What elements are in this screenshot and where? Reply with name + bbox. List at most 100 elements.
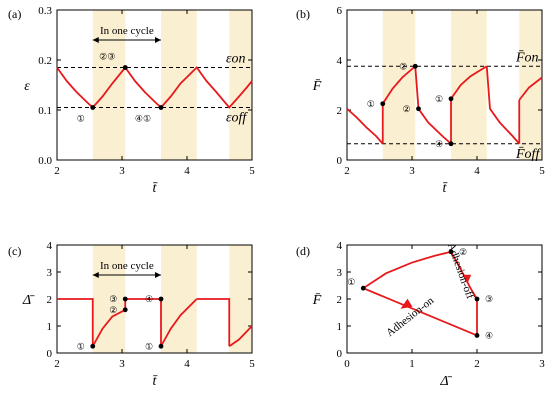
x-tick-label: 5	[539, 165, 545, 177]
y-tick-label: 4	[47, 240, 53, 252]
state-label: ④	[435, 139, 443, 149]
y-axis-label: Δ̄	[22, 293, 35, 308]
y-tick-label: 4	[337, 240, 343, 252]
axes-frame	[346, 9, 543, 161]
state-marker	[90, 343, 96, 349]
x-axis-label: t̄	[152, 374, 158, 389]
state-label: ①	[77, 341, 85, 351]
data-curve-segment	[228, 325, 253, 347]
x-axis-label: t̄	[442, 181, 448, 196]
threshold-label: F̄off	[515, 147, 541, 162]
cycle-label: In one cycle	[100, 260, 154, 272]
x-tick-label: 4	[474, 165, 480, 177]
y-tick-label: 3	[47, 267, 53, 279]
state-marker	[412, 63, 418, 69]
x-tick-label: 2	[54, 165, 60, 177]
state-label: ②	[459, 247, 467, 257]
data-curve-segment	[91, 309, 126, 347]
y-axis-label: F̄	[312, 293, 322, 308]
shaded-band	[519, 10, 542, 160]
threshold-label: εon	[226, 52, 246, 67]
direction-arrow	[400, 298, 413, 309]
cycle-label: In one cycle	[100, 25, 154, 37]
y-tick-label: 3	[337, 267, 343, 279]
state-label: ①	[367, 99, 375, 109]
state-label: ③	[485, 294, 493, 304]
panel-label: (d)	[296, 244, 310, 258]
threshold-label: F̄on	[515, 50, 539, 65]
state-label: ④	[145, 294, 153, 304]
state-label: ②	[399, 61, 407, 71]
cycle-arrow-right	[155, 272, 161, 278]
cycle-arrow-left	[92, 272, 99, 278]
state-marker	[122, 307, 128, 313]
y-tick-label: 1	[47, 321, 53, 333]
x-axis-label: Δ̄	[439, 374, 452, 389]
x-tick-label: 0	[344, 358, 350, 370]
shaded-band	[382, 10, 416, 160]
y-tick-label: 0	[337, 348, 343, 360]
state-label: ①	[347, 277, 355, 287]
shaded-band	[229, 245, 252, 353]
panel-label: (b)	[296, 7, 310, 21]
data-curve-segment	[414, 66, 452, 145]
y-axis-label: ε	[24, 79, 30, 94]
state-marker	[122, 296, 128, 302]
y-tick-label: 0.2	[38, 55, 52, 67]
shaded-band	[229, 10, 252, 160]
x-tick-label: 4	[184, 165, 190, 177]
state-label: ②	[109, 305, 117, 315]
direction-arrow	[463, 274, 472, 284]
state-marker	[380, 101, 386, 107]
state-label: ④	[485, 330, 493, 340]
y-tick-label: 0.0	[38, 155, 52, 167]
y-tick-label: 2	[337, 105, 343, 117]
y-tick-label: 1	[337, 321, 343, 333]
y-tick-label: 4	[337, 55, 343, 67]
shaded-band	[451, 10, 487, 160]
data-curve-segment	[381, 65, 416, 105]
cycle-arrow-left	[92, 37, 99, 43]
x-tick-label: 3	[539, 358, 545, 370]
shaded-band	[92, 10, 126, 160]
state-marker	[158, 296, 164, 302]
state-label: ①	[435, 94, 443, 104]
data-curve-segment	[56, 66, 253, 109]
data-curve-segment	[346, 108, 384, 145]
y-tick-label: 0	[337, 155, 343, 167]
threshold-label: εoff	[226, 111, 248, 126]
x-tick-label: 2	[54, 358, 60, 370]
state-label: ①	[77, 114, 85, 124]
y-axis-label: F̄	[312, 79, 322, 94]
y-tick-label: 0.1	[38, 105, 52, 117]
y-tick-label: 2	[47, 294, 53, 306]
state-marker	[158, 105, 164, 110]
state-marker	[448, 249, 454, 255]
state-marker	[416, 106, 421, 112]
y-tick-label: 6	[337, 5, 343, 17]
state-marker	[448, 141, 454, 147]
state-label: ①	[145, 341, 153, 351]
data-curve-segment	[125, 298, 162, 347]
axes-frame	[56, 9, 253, 161]
data-curve-segment	[196, 298, 231, 347]
panel-d: 0 1 2 301234Δ̄F̄(d)①②③④Adhesion-offAdhesion…	[296, 240, 545, 389]
x-tick-label: 5	[249, 165, 255, 177]
state-marker	[474, 296, 480, 302]
data-curve-segment	[362, 250, 452, 289]
data-curve-segment	[485, 66, 520, 145]
y-tick-label: 2	[337, 294, 343, 306]
state-label: ③	[109, 294, 117, 304]
state-marker	[360, 285, 366, 291]
x-tick-label: 4	[184, 358, 190, 370]
x-tick-label: 5	[249, 358, 255, 370]
panel-a: εon εoff 2 3 4 5 0.0 0.1 0.2 0.3 t̄ ε (a) ① ②③ ④① In one…	[8, 5, 255, 196]
state-marker	[90, 105, 96, 110]
state-marker	[158, 343, 164, 349]
data-curve-segment	[160, 298, 198, 347]
panel-c: 2 3 4 5 0 1 2 3 4 t̄ Δ̄ (c) ① ②③ ④ ① In one cycle	[8, 240, 255, 389]
state-label: ④①	[135, 114, 151, 124]
x-tick-label: 3	[119, 358, 125, 370]
